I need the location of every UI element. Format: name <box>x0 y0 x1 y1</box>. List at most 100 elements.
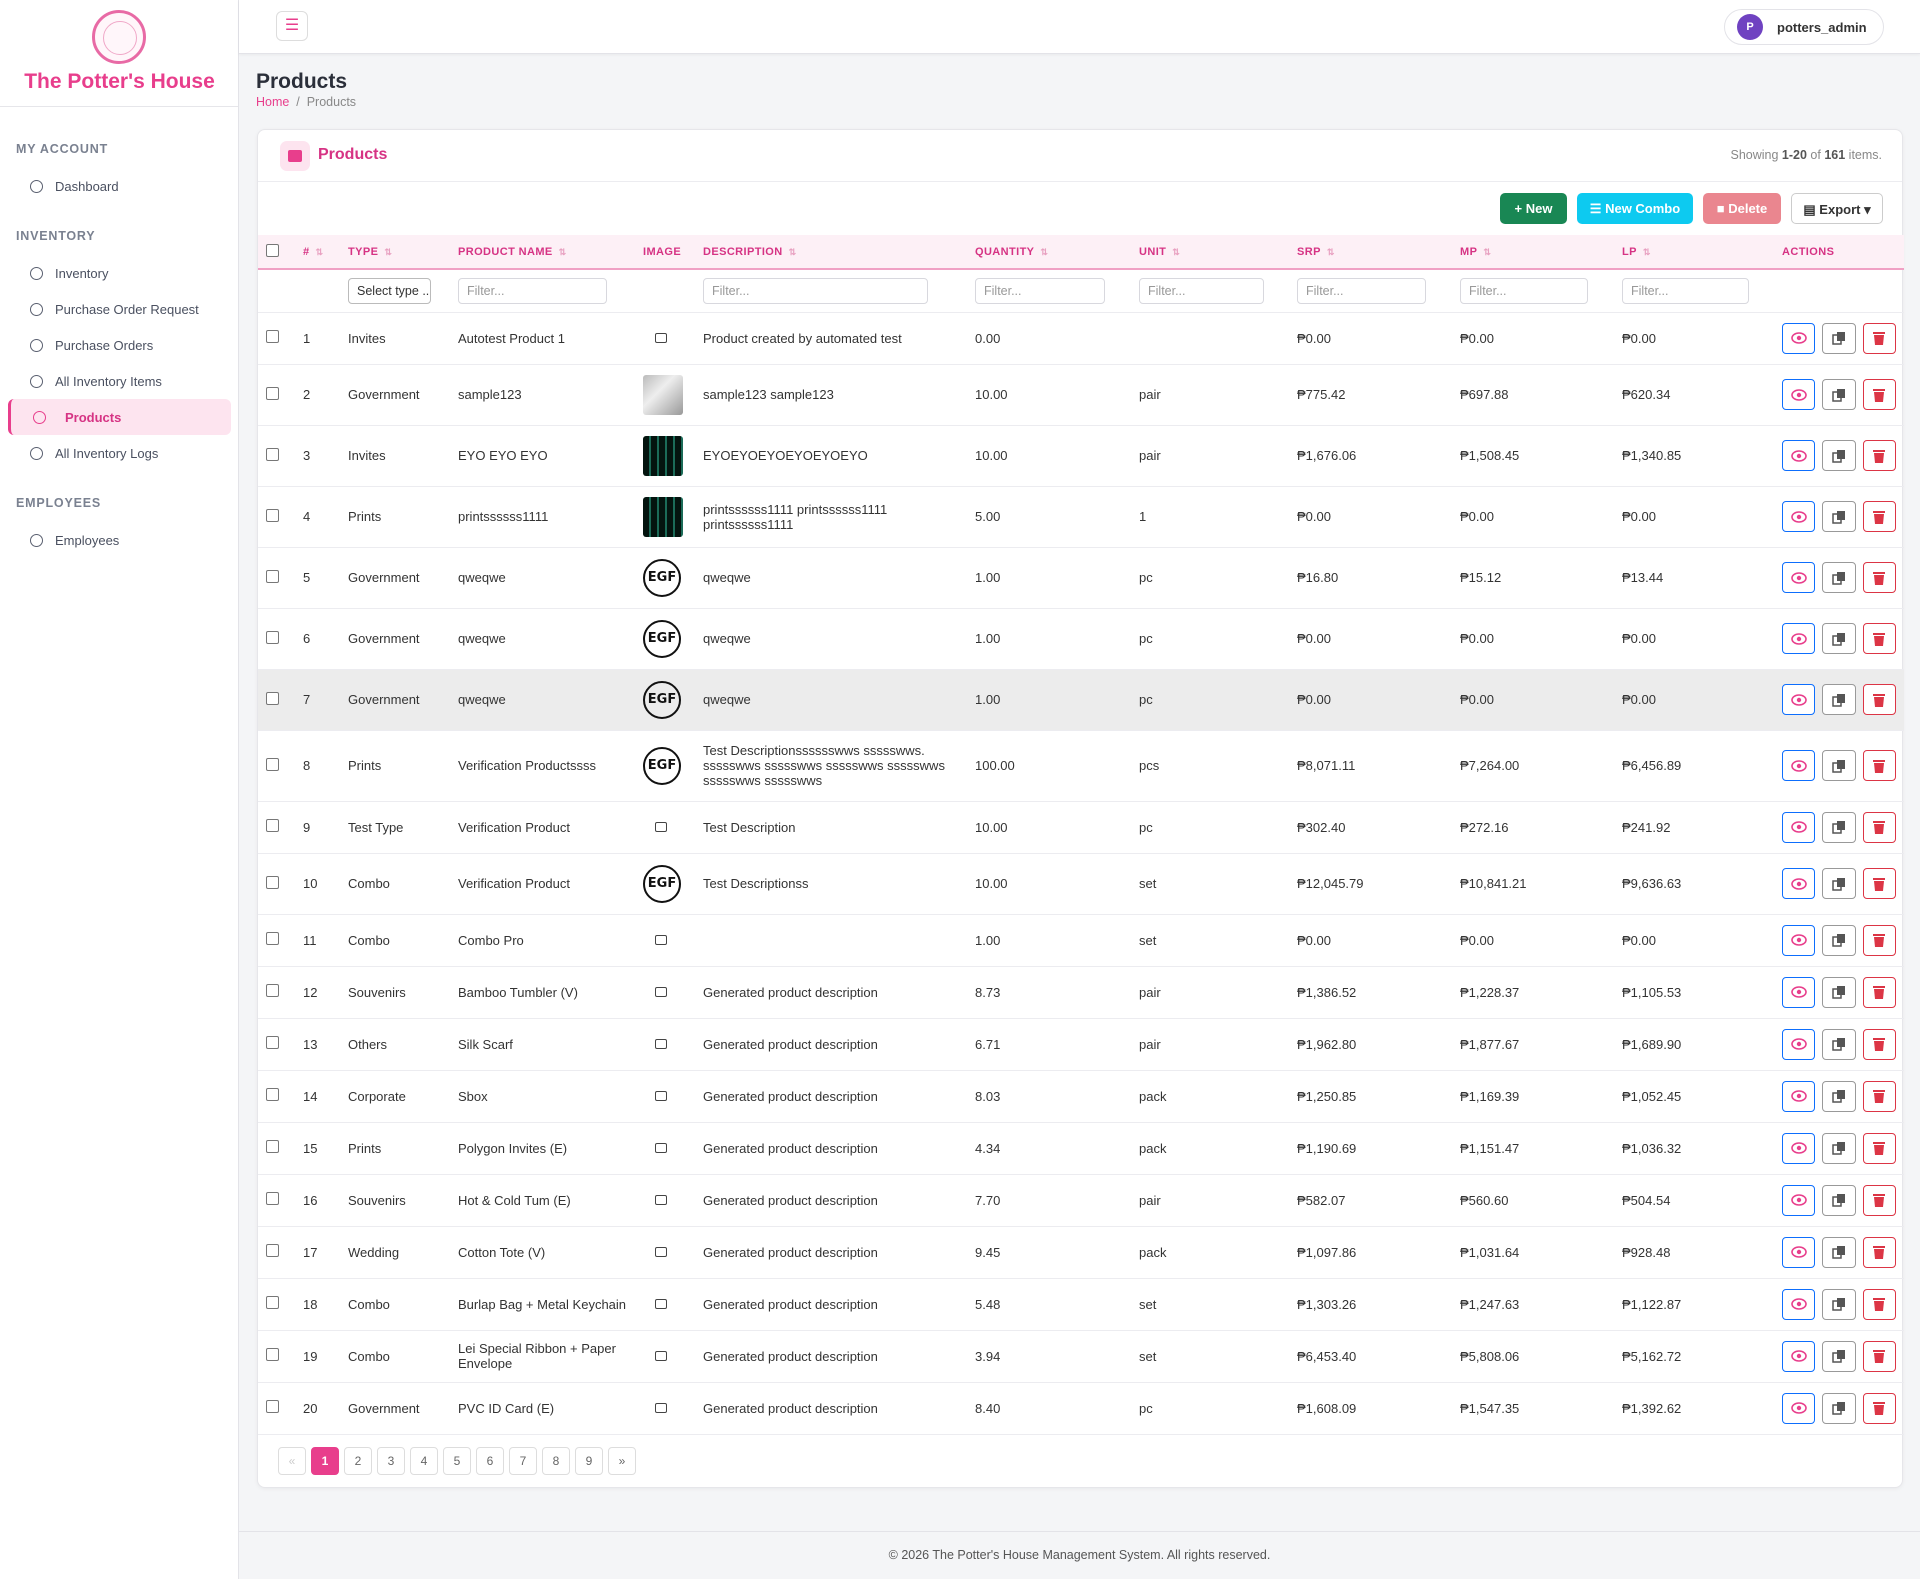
checkbox[interactable] <box>266 1088 279 1101</box>
delete-button[interactable] <box>1862 924 1896 956</box>
view-button[interactable] <box>1782 976 1816 1008</box>
delete-button[interactable] <box>1862 1080 1896 1112</box>
delete-button[interactable] <box>1862 1132 1896 1164</box>
checkbox[interactable] <box>266 1192 279 1205</box>
copy-button[interactable] <box>1822 322 1856 354</box>
filter-input[interactable]: Filter... <box>1297 277 1427 304</box>
copy-button[interactable] <box>1822 684 1856 715</box>
view-button[interactable] <box>1782 868 1816 899</box>
header-cell[interactable]: PRODUCT NAME ⇅ <box>450 235 635 270</box>
page-link[interactable]: 5 <box>443 1447 471 1475</box>
copy-button[interactable] <box>1822 1028 1856 1060</box>
page-link[interactable]: 8 <box>542 1447 570 1475</box>
filter-input[interactable]: Filter... <box>1139 277 1264 304</box>
delete-button[interactable] <box>1862 440 1896 471</box>
checkbox[interactable] <box>266 1036 279 1049</box>
copy-button[interactable] <box>1822 811 1856 843</box>
view-button[interactable] <box>1782 750 1816 781</box>
checkbox[interactable] <box>266 1348 279 1361</box>
delete-button[interactable] <box>1862 562 1896 593</box>
nav-item[interactable]: All Inventory Items <box>8 363 231 399</box>
filter-input[interactable]: Filter... <box>1622 277 1749 304</box>
view-button[interactable] <box>1782 1184 1816 1216</box>
delete-button[interactable] <box>1862 1288 1896 1320</box>
view-button[interactable] <box>1782 440 1816 471</box>
header-cell[interactable]: DESCRIPTION ⇅ <box>695 235 967 270</box>
checkbox[interactable] <box>266 386 279 400</box>
view-button[interactable] <box>1782 623 1816 654</box>
view-button[interactable] <box>1782 811 1816 843</box>
delete-button[interactable] <box>1862 976 1896 1008</box>
copy-button[interactable] <box>1822 976 1856 1008</box>
copy-button[interactable] <box>1822 1288 1856 1320</box>
view-button[interactable] <box>1782 1028 1816 1060</box>
view-button[interactable] <box>1782 1392 1816 1424</box>
export-button[interactable]: ▤ Export ▾ <box>1791 193 1883 224</box>
filter-input[interactable]: Filter... <box>975 277 1106 304</box>
filter-input[interactable]: Filter... <box>703 277 929 304</box>
nav-item[interactable]: Employees <box>8 522 231 558</box>
copy-button[interactable] <box>1822 379 1856 410</box>
delete-button[interactable] <box>1862 811 1896 843</box>
view-button[interactable] <box>1782 379 1816 410</box>
copy-button[interactable] <box>1822 562 1856 593</box>
header-cell[interactable]: TYPE ⇅ <box>340 235 450 270</box>
header-cell[interactable]: MP ⇅ <box>1452 235 1614 270</box>
filter-input[interactable]: Filter... <box>458 277 607 304</box>
copy-button[interactable] <box>1822 623 1856 654</box>
view-button[interactable] <box>1782 1288 1816 1320</box>
copy-button[interactable] <box>1822 1236 1856 1268</box>
view-button[interactable] <box>1782 1340 1816 1372</box>
nav-item[interactable]: Dashboard <box>8 168 231 204</box>
checkbox[interactable] <box>266 330 279 343</box>
checkbox[interactable] <box>266 1140 279 1153</box>
delete-button[interactable] <box>1862 684 1896 715</box>
checkbox[interactable] <box>266 691 279 705</box>
nav-item[interactable]: Inventory <box>8 255 231 291</box>
delete-button[interactable] <box>1862 868 1896 899</box>
filter-input[interactable]: Filter... <box>1460 277 1589 304</box>
checkbox[interactable] <box>266 243 279 257</box>
page-link[interactable]: 4 <box>410 1447 438 1475</box>
delete-button[interactable] <box>1862 379 1896 410</box>
page-link[interactable]: 2 <box>344 1447 372 1475</box>
checkbox[interactable] <box>266 757 279 771</box>
page-link[interactable]: 7 <box>509 1447 537 1475</box>
copy-button[interactable] <box>1822 868 1856 899</box>
view-button[interactable] <box>1782 1080 1816 1112</box>
header-cell[interactable]: UNIT ⇅ <box>1131 235 1289 270</box>
checkbox[interactable] <box>266 569 279 583</box>
copy-button[interactable] <box>1822 1340 1856 1372</box>
view-button[interactable] <box>1782 501 1816 532</box>
header-cell[interactable]: # ⇅ <box>295 235 340 270</box>
delete-button[interactable] <box>1862 1340 1896 1372</box>
header-cell[interactable]: QUANTITY ⇅ <box>967 235 1131 270</box>
checkbox[interactable] <box>266 1400 279 1413</box>
copy-button[interactable] <box>1822 1080 1856 1112</box>
delete-button[interactable] <box>1862 750 1896 781</box>
checkbox[interactable] <box>266 508 279 522</box>
menu-toggle[interactable]: ☰ <box>276 11 308 41</box>
copy-button[interactable] <box>1822 750 1856 781</box>
view-button[interactable] <box>1782 924 1816 956</box>
new-combo-button[interactable]: ☰ New Combo <box>1577 193 1693 224</box>
nav-item[interactable]: All Inventory Logs <box>8 435 231 471</box>
delete-button[interactable] <box>1862 322 1896 354</box>
filter-input[interactable]: Select type .. <box>348 277 431 304</box>
delete-button[interactable] <box>1862 501 1896 532</box>
copy-button[interactable] <box>1822 440 1856 471</box>
checkbox[interactable] <box>266 630 279 644</box>
checkbox[interactable] <box>266 984 279 997</box>
nav-item[interactable]: Purchase Order Request <box>8 291 231 327</box>
copy-button[interactable] <box>1822 1392 1856 1424</box>
page-link[interactable]: » <box>608 1447 636 1475</box>
view-button[interactable] <box>1782 1132 1816 1164</box>
view-button[interactable] <box>1782 684 1816 715</box>
checkbox[interactable] <box>266 932 279 945</box>
checkbox[interactable] <box>266 1296 279 1309</box>
copy-button[interactable] <box>1822 1132 1856 1164</box>
page-link[interactable]: 9 <box>575 1447 603 1475</box>
page-link[interactable]: 1 <box>311 1447 339 1475</box>
checkbox[interactable] <box>266 1244 279 1257</box>
nav-item[interactable]: Purchase Orders <box>8 327 231 363</box>
